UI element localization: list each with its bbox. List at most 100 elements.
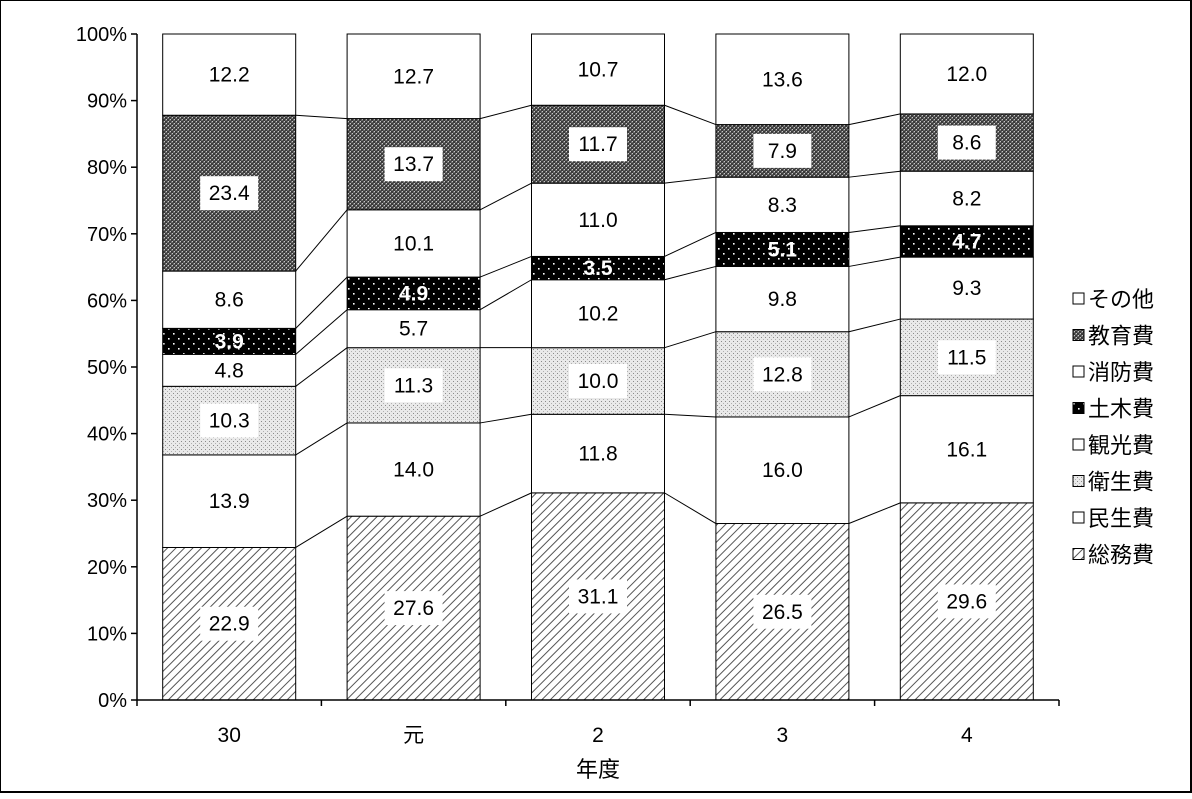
bar-segment-土木費-30	[162, 327, 297, 355]
data-label-教育費-30: 23.4	[209, 182, 250, 205]
x-tick-label-元: 元	[403, 724, 424, 747]
series-connector-line	[295, 515, 348, 548]
legend-swatch-衛生費	[1072, 475, 1085, 487]
data-label-消防費-4: 8.2	[952, 188, 981, 211]
data-label-観光費-4: 9.3	[952, 277, 981, 300]
legend-swatch-土木費	[1072, 402, 1085, 414]
y-tick-label-70pct: 70%	[87, 224, 127, 246]
bar-segment-観光費-4	[899, 256, 1034, 320]
series-connector-line	[664, 104, 717, 126]
x-tick-label-4: 4	[961, 724, 973, 747]
data-label-教育費-元: 13.7	[393, 153, 434, 176]
bar-segment-その他-3	[715, 33, 850, 126]
bar-segment-その他-4	[899, 33, 1034, 115]
legend-label-観光費: 観光費	[1088, 433, 1154, 458]
series-connector-line	[848, 502, 901, 524]
data-label-その他-元: 12.7	[393, 65, 434, 88]
bar-segment-その他-30	[162, 33, 297, 116]
y-tick-label-50pct: 50%	[87, 357, 127, 379]
bar-segment-消防費-30	[162, 270, 297, 329]
legend-label-衛生費: 衛生費	[1088, 470, 1154, 495]
x-tick-label-3: 3	[777, 724, 789, 747]
bar-segment-観光費-2	[531, 279, 665, 349]
data-label-消防費-2: 11.0	[578, 209, 617, 232]
y-tick-label-0pct: 0%	[98, 690, 127, 712]
data-label-box	[200, 176, 259, 211]
data-label-教育費-3: 7.9	[768, 140, 797, 163]
bar-segment-土木費-3	[715, 231, 850, 267]
bar-segment-民生費-2	[531, 413, 665, 494]
data-label-box	[384, 368, 443, 403]
series-connector-line	[664, 232, 717, 257]
series-connector-line	[664, 413, 716, 418]
series-connector-line	[848, 256, 901, 267]
data-label-box	[569, 363, 627, 398]
legend-swatch-消防費	[1072, 365, 1085, 378]
series-connector-line	[848, 395, 901, 418]
series-connector-line	[848, 225, 901, 233]
data-label-総務費-3: 26.5	[762, 601, 803, 624]
series-connector-line	[664, 176, 716, 184]
bar-segment-観光費-元	[346, 309, 481, 349]
x-tick-label-2: 2	[592, 724, 604, 747]
series-connector-line	[480, 413, 532, 424]
data-label-box	[200, 403, 259, 438]
data-label-教育費-4: 8.6	[952, 132, 981, 155]
data-label-消防費-3: 8.3	[768, 194, 797, 217]
data-label-総務費-元: 27.6	[393, 597, 434, 620]
data-label-総務費-2: 31.1	[578, 585, 619, 608]
data-label-衛生費-元: 11.3	[394, 374, 433, 397]
series-connector-line	[664, 265, 717, 281]
series-connector-line	[479, 279, 532, 311]
data-label-box	[384, 591, 443, 626]
bar-segment-その他-2	[531, 33, 665, 106]
legend-swatch-教育費	[1072, 329, 1085, 341]
legend-label-民生費: 民生費	[1088, 506, 1154, 531]
series-connector-line	[295, 276, 348, 329]
data-label-土木費-3: 5.1	[768, 238, 798, 261]
data-label-box	[753, 357, 812, 392]
legend-swatch-観光費	[1072, 438, 1085, 451]
series-connector-line	[479, 492, 532, 517]
data-label-土木費-元: 4.9	[399, 282, 428, 305]
y-tick-label-30pct: 30%	[87, 490, 127, 512]
data-label-民生費-2: 11.8	[578, 443, 617, 466]
series-connector-line	[664, 331, 717, 349]
data-label-box	[200, 606, 259, 641]
data-label-土木費-30: 3.9	[215, 330, 244, 353]
data-label-総務費-30: 22.9	[209, 613, 250, 636]
series-connector-line	[479, 255, 532, 278]
bar-segment-消防費-4	[899, 170, 1034, 227]
data-label-衛生費-2: 10.0	[578, 370, 619, 393]
data-label-box	[384, 147, 443, 182]
legend-swatch-総務費	[1072, 548, 1085, 560]
data-label-教育費-2: 11.7	[578, 133, 617, 156]
series-connector-line	[848, 318, 901, 333]
y-tick-label-10pct: 10%	[87, 623, 127, 645]
series-connector-line	[664, 492, 717, 524]
bar-segment-民生費-30	[162, 454, 297, 548]
data-label-box	[569, 127, 627, 162]
data-label-その他-3: 13.6	[762, 68, 803, 91]
data-label-民生費-元: 14.0	[393, 459, 434, 482]
y-tick-label-80pct: 80%	[87, 157, 127, 179]
bar-segment-民生費-4	[899, 395, 1034, 504]
legend-label-その他: その他	[1088, 287, 1154, 312]
data-label-その他-2: 10.7	[578, 59, 619, 82]
x-axis-title: 年度	[576, 757, 620, 782]
data-label-観光費-元: 5.7	[399, 318, 428, 341]
data-label-観光費-3: 9.8	[768, 288, 797, 311]
data-label-民生費-30: 13.9	[209, 490, 250, 513]
data-label-土木費-4: 4.7	[952, 230, 981, 253]
legend-swatch-民生費	[1072, 511, 1085, 524]
y-tick-label-20pct: 20%	[87, 557, 127, 579]
data-label-box	[937, 584, 996, 619]
series-connector-line	[295, 422, 348, 456]
data-label-その他-4: 12.0	[946, 63, 987, 86]
series-connector-line	[295, 209, 348, 272]
bar-segment-民生費-3	[715, 416, 850, 525]
y-tick-label-60pct: 60%	[87, 290, 127, 312]
bar-segment-観光費-3	[715, 265, 850, 333]
bar-segment-観光費-30	[162, 353, 297, 387]
